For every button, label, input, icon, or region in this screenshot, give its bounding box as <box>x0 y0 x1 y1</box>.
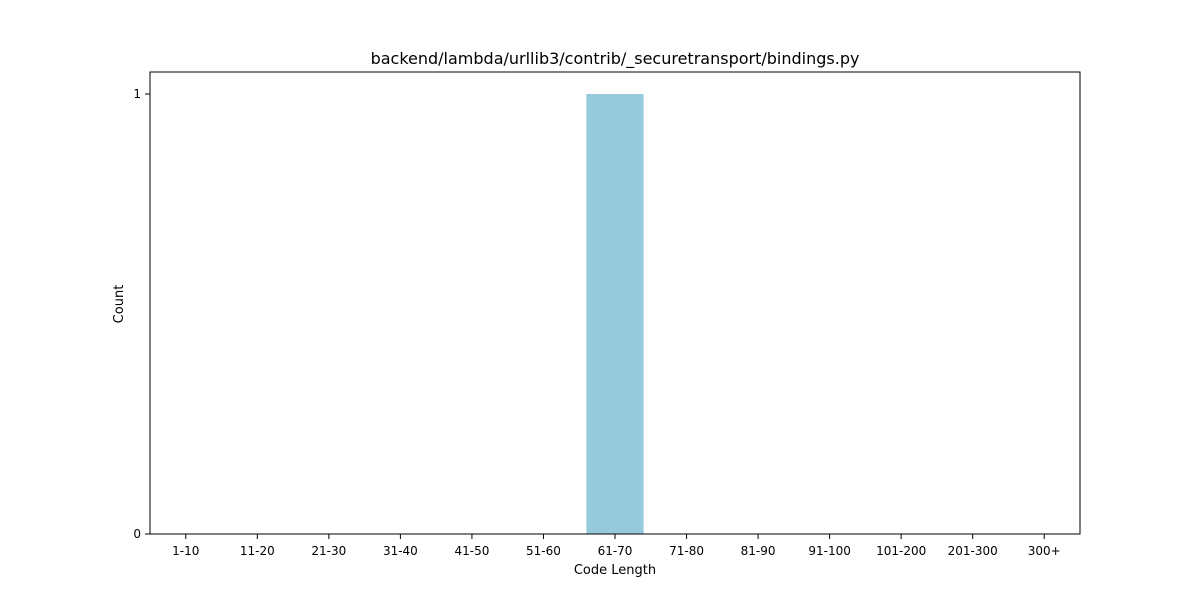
x-tick-label-61-70: 61-70 <box>598 544 633 558</box>
x-tick-label-31-40: 31-40 <box>383 544 418 558</box>
bar-61-70 <box>586 94 644 534</box>
y-tick-label-1: 1 <box>133 87 141 101</box>
x-tick-label-101-200: 101-200 <box>876 544 926 558</box>
plot-area: 1-10 11-20 21-30 31-40 41-50 51-60 61-70 71-80 8… <box>133 87 1060 558</box>
x-tick-label-91-100: 91-100 <box>808 544 851 558</box>
x-axis-title: Code Length <box>574 563 656 578</box>
x-tick-label-81-90: 81-90 <box>741 544 776 558</box>
x-tick-label-201-300: 201-300 <box>948 544 998 558</box>
y-axis-title: Count <box>112 285 127 324</box>
plot-frame <box>149 71 1081 535</box>
y-tick-label-0: 0 <box>133 527 141 541</box>
x-tick-label-1-10: 1-10 <box>172 544 199 558</box>
x-tick-label-11-20: 11-20 <box>240 544 275 558</box>
x-tick-label-41-50: 41-50 <box>454 544 489 558</box>
x-tick-label-21-30: 21-30 <box>311 544 346 558</box>
x-tick-label-51-60: 51-60 <box>526 544 561 558</box>
chart-title: backend/lambda/urllib3/contrib/_securetr… <box>371 49 860 69</box>
x-tick-label-71-80: 71-80 <box>669 544 704 558</box>
x-tick-label-300+: 300+ <box>1028 544 1061 558</box>
